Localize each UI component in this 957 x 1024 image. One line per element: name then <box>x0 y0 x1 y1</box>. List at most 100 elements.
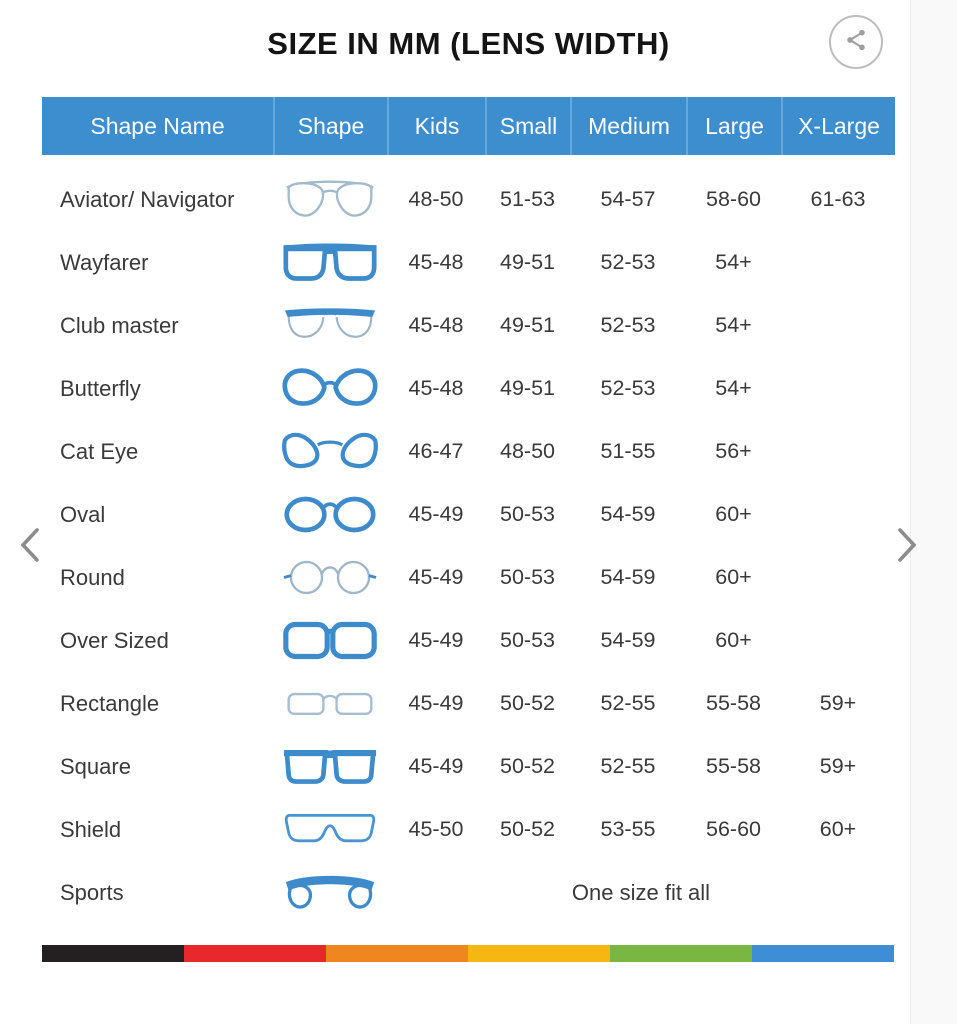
medium-value: 52-53 <box>600 376 656 400</box>
small-value: 50-52 <box>500 691 555 715</box>
round-glasses-icon <box>273 554 387 601</box>
oval-glasses-icon <box>273 491 387 538</box>
medium-value: 54-59 <box>600 565 656 589</box>
table-row: Oval 45-49 50-53 54-59 60+ <box>42 483 895 546</box>
shape-name: Cat Eye <box>60 438 139 464</box>
stripe-yellow-segment <box>468 945 610 962</box>
aviator-glasses-icon <box>273 176 387 223</box>
large-value: 60+ <box>715 628 752 652</box>
large-value: 56-60 <box>706 817 761 841</box>
shape-name: Rectangle <box>60 690 160 716</box>
header-large: Large <box>686 97 781 155</box>
kids-value: 45-48 <box>408 376 464 400</box>
chevron-left-icon <box>16 528 44 568</box>
small-value: 50-53 <box>500 628 555 652</box>
rectangle-glasses-icon <box>273 680 387 727</box>
cat-eye-glasses-icon <box>273 428 387 475</box>
kids-value: 46-47 <box>408 439 464 463</box>
table-header-row: Shape Name Shape Kids Small Medium Large… <box>42 97 895 155</box>
medium-value: 54-59 <box>600 628 656 652</box>
table-body: Aviator/ Navigator 48-50 51-53 54-57 58-… <box>42 168 895 924</box>
table-row: Sports One size fit all <box>42 861 895 924</box>
header-medium: Medium <box>570 97 686 155</box>
medium-value: 52-55 <box>600 691 656 715</box>
kids-value: 45-49 <box>408 565 464 589</box>
chevron-right-icon <box>893 528 921 568</box>
small-value: 49-51 <box>500 250 555 274</box>
large-value: 54+ <box>715 313 752 337</box>
xlarge-value: 59+ <box>819 754 857 778</box>
header-small: Small <box>485 97 570 155</box>
medium-value: 52-53 <box>600 250 656 274</box>
shape-name: Square <box>60 753 131 779</box>
stripe-orange-segment <box>326 945 468 962</box>
sports-glasses-icon <box>273 869 387 916</box>
kids-value: 45-48 <box>408 250 464 274</box>
header-x-large: X-Large <box>781 97 895 155</box>
medium-value: 52-53 <box>600 313 656 337</box>
stripe-red-segment <box>184 945 326 962</box>
stripe-black-segment <box>42 945 184 962</box>
brand-color-stripe <box>42 945 894 962</box>
table-row: Round 45-49 50-53 54-59 60+ <box>42 546 895 609</box>
small-value: 49-51 <box>500 313 555 337</box>
kids-value: 45-49 <box>408 691 464 715</box>
shape-name: Shield <box>60 816 122 842</box>
shape-name: Over Sized <box>60 627 169 653</box>
table-row: Aviator/ Navigator 48-50 51-53 54-57 58-… <box>42 168 895 231</box>
kids-value: 45-50 <box>408 817 464 841</box>
shape-name: Wayfarer <box>60 249 149 275</box>
stripe-blue-segment <box>752 945 894 962</box>
shape-name: Club master <box>60 312 179 338</box>
oversized-glasses-icon <box>273 617 387 664</box>
medium-value: 54-57 <box>600 187 656 211</box>
medium-value: 53-55 <box>600 817 656 841</box>
large-value: 60+ <box>715 565 752 589</box>
table-row: Butterfly 45-48 49-51 52-53 54+ <box>42 357 895 420</box>
clubmaster-glasses-icon <box>273 302 387 349</box>
small-value: 51-53 <box>500 187 555 211</box>
large-value: 56+ <box>715 439 752 463</box>
stripe-green-segment <box>610 945 752 962</box>
table-row: Wayfarer 45-48 49-51 52-53 54+ <box>42 231 895 294</box>
shield-glasses-icon <box>273 806 387 853</box>
carousel-prev-button[interactable] <box>16 526 44 569</box>
medium-value: 52-55 <box>600 754 656 778</box>
kids-value: 45-49 <box>408 754 464 778</box>
butterfly-glasses-icon <box>273 365 387 412</box>
table-row: Club master 45-48 49-51 52-53 54+ <box>42 294 895 357</box>
shape-name: Oval <box>60 501 106 527</box>
table-row: Cat Eye 46-47 48-50 51-55 56+ <box>42 420 895 483</box>
share-icon <box>843 27 869 58</box>
large-value: 54+ <box>715 376 752 400</box>
shape-name: Butterfly <box>60 375 141 401</box>
xlarge-value: 59+ <box>819 691 857 715</box>
page-title: SIZE IN MM (LENS WIDTH) <box>267 26 670 61</box>
table-row: Shield 45-50 50-52 53-55 56-60 60+ <box>42 798 895 861</box>
medium-value: 51-55 <box>600 439 656 463</box>
large-value: 54+ <box>715 250 752 274</box>
large-value: 58-60 <box>706 187 761 211</box>
xlarge-value: 60+ <box>819 817 857 841</box>
xlarge-value: 61-63 <box>810 187 866 211</box>
share-button[interactable] <box>829 15 883 69</box>
wayfarer-glasses-icon <box>273 239 387 286</box>
large-value: 60+ <box>715 502 752 526</box>
header-shape: Shape <box>273 97 387 155</box>
kids-value: 48-50 <box>408 187 464 211</box>
carousel-next-button[interactable] <box>893 526 921 569</box>
small-value: 48-50 <box>500 439 555 463</box>
one-size-note: One size fit all <box>571 879 711 905</box>
small-value: 49-51 <box>500 376 555 400</box>
table-row: Rectangle 45-49 50-52 52-55 55-58 59+ <box>42 672 895 735</box>
large-value: 55-58 <box>706 754 761 778</box>
header-shape-name: Shape Name <box>90 112 225 139</box>
kids-value: 45-48 <box>408 313 464 337</box>
shape-name: Aviator/ Navigator <box>60 186 235 212</box>
table-row: Square 45-49 50-52 52-55 55-58 59+ <box>42 735 895 798</box>
square-glasses-icon <box>273 743 387 790</box>
small-value: 50-52 <box>500 754 555 778</box>
kids-value: 45-49 <box>408 628 464 652</box>
small-value: 50-53 <box>500 502 555 526</box>
